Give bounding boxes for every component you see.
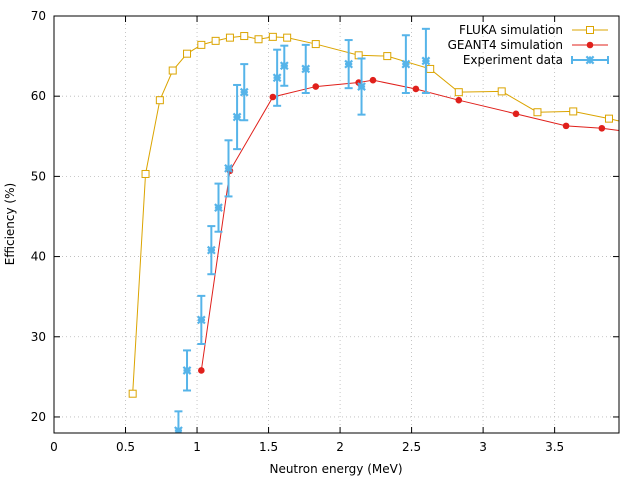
series-1 — [198, 76, 630, 374]
data-point — [533, 108, 542, 117]
data-point — [224, 163, 233, 173]
data-point — [623, 119, 630, 126]
data-point — [598, 124, 606, 132]
y-tick-label: 60 — [31, 89, 46, 103]
data-point — [197, 40, 206, 49]
data-point — [211, 36, 220, 45]
data-point — [206, 245, 216, 255]
data-point — [312, 83, 320, 90]
data-point — [268, 32, 277, 41]
series-line — [132, 35, 619, 394]
y-tick-label: 50 — [31, 169, 46, 183]
data-point — [168, 66, 177, 75]
legend-label: FLUKA simulation — [459, 23, 563, 37]
y-tick-label: 70 — [31, 9, 46, 23]
x-tick-label: 3.5 — [545, 440, 564, 454]
data-point — [196, 315, 206, 325]
data-point — [269, 93, 277, 101]
data-point — [512, 110, 520, 118]
legend-label: GEANT4 simulation — [448, 38, 563, 52]
data-point — [586, 41, 594, 49]
data-point — [623, 128, 630, 135]
data-point — [383, 52, 392, 61]
y-tick-label: 20 — [31, 410, 46, 424]
data-point — [604, 114, 613, 123]
data-point — [239, 87, 249, 97]
x-tick-label: 0.5 — [116, 440, 135, 454]
x-tick-label: 2 — [336, 440, 344, 454]
data-point — [240, 32, 249, 41]
data-point — [141, 169, 150, 178]
x-axis-label: Neutron energy (MeV) — [269, 462, 402, 476]
data-point — [214, 203, 223, 213]
axes: 0 0.5 1 1.5 2 2.5 3 3.5 20 30 40 50 60 70 — [31, 9, 619, 454]
data-point — [283, 33, 292, 42]
data-point — [344, 59, 354, 69]
y-tick-label: 40 — [31, 250, 46, 264]
data-point — [198, 367, 205, 374]
data-point — [421, 56, 431, 66]
data-point — [497, 87, 506, 96]
data-point — [569, 107, 578, 116]
data-point — [183, 49, 192, 58]
data-point — [254, 35, 263, 44]
series-2 — [174, 27, 431, 433]
plot-area — [128, 27, 630, 433]
x-tick-label: 1 — [193, 440, 201, 454]
data-point — [586, 26, 594, 34]
y-axis-label: Efficiency (%) — [3, 183, 17, 265]
legend-item-0: FLUKA simulation — [459, 23, 608, 37]
data-point — [562, 122, 570, 130]
data-point — [128, 389, 137, 398]
data-point — [225, 33, 234, 42]
data-point — [155, 96, 164, 105]
x-tick-label: 0 — [50, 440, 58, 454]
data-point — [311, 40, 320, 49]
data-point — [272, 73, 282, 83]
data-point — [401, 59, 411, 69]
data-point — [454, 88, 463, 97]
data-point — [585, 55, 595, 65]
plot-frame — [53, 15, 620, 434]
data-point — [426, 64, 435, 73]
data-point — [455, 96, 463, 104]
data-point — [232, 112, 242, 122]
data-point — [182, 366, 192, 375]
x-tick-label: 1.5 — [259, 440, 278, 454]
x-tick-label: 2.5 — [402, 440, 421, 454]
y-tick-label: 30 — [31, 330, 46, 344]
legend-item-1: GEANT4 simulation — [448, 38, 608, 52]
data-point — [412, 85, 420, 93]
data-point — [369, 76, 377, 84]
data-point — [301, 64, 311, 74]
legend-item-2: Experiment data — [463, 53, 609, 67]
grid — [53, 15, 619, 433]
x-tick-label: 3 — [479, 440, 487, 454]
legend-label: Experiment data — [463, 53, 563, 67]
data-point — [357, 82, 366, 91]
data-point — [279, 61, 289, 71]
series-line — [200, 79, 619, 371]
series-0 — [128, 32, 630, 398]
